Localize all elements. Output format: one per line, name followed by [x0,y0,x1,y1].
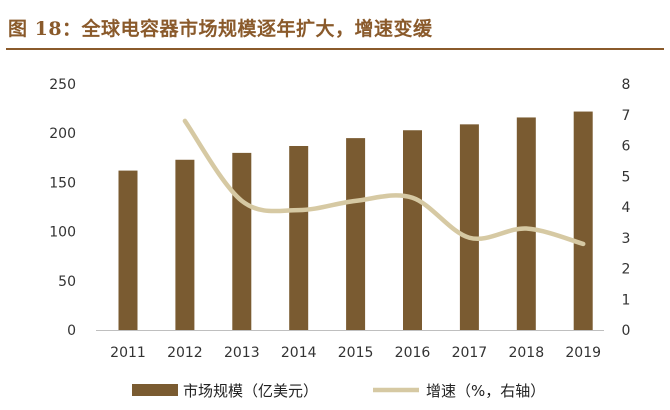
x-tick-label: 2012 [167,345,203,361]
y-right-tick-label: 6 [622,139,631,155]
title-rule [6,48,664,50]
y-right-tick-label: 4 [622,200,631,216]
y-right-tick-label: 1 [622,292,631,308]
x-tick-label: 2016 [395,345,431,361]
y-left-tick-label: 0 [67,323,76,339]
bar [459,124,479,331]
bar [516,117,536,331]
x-tick-label: 2011 [110,345,146,361]
x-tick-label: 2014 [281,345,317,361]
x-tick-label: 2017 [452,345,488,361]
bar [175,159,195,330]
x-tick-label: 2019 [565,345,601,361]
x-tick-label: 2013 [224,345,260,361]
bar [232,152,252,330]
growth-line [182,118,586,247]
bar [403,130,422,330]
y-right-tick-label: 8 [622,77,631,93]
bar [289,145,309,330]
x-tick-label: 2015 [338,345,374,361]
y-right-tick-label: 3 [622,231,631,247]
bar [118,170,138,330]
y-right-tick-label: 5 [622,169,631,185]
legend-bar-swatch [132,384,178,396]
y-right-tick-label: 2 [622,262,631,278]
y-right-tick-label: 0 [622,323,631,339]
y-left-tick-label: 250 [49,77,76,93]
y-left-tick-label: 150 [49,175,76,191]
bar [346,138,366,330]
y-left-tick-label: 100 [49,225,76,241]
legend-bar-label: 市场规模（亿美元） [183,382,318,400]
bar [573,111,593,330]
chart-title: 图 18：全球电容器市场规模逐年扩大，增速变缓 [8,18,433,40]
x-tick-label: 2018 [508,345,544,361]
y-left-tick-label: 50 [58,274,76,290]
legend-line-label: 增速（%，右轴） [426,382,545,400]
y-right-tick-label: 7 [622,108,631,124]
y-left-tick-label: 200 [49,126,76,142]
